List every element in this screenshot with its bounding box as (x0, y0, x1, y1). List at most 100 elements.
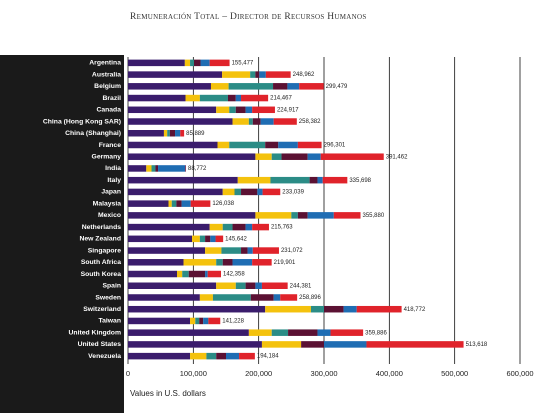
bar-segment (210, 235, 216, 243)
bar-segment (128, 94, 186, 102)
bar-segment (206, 352, 217, 360)
bar-segment (248, 118, 253, 125)
bar-segment (128, 71, 223, 78)
bar-segment (208, 317, 221, 325)
bar-segment (255, 153, 272, 160)
bar-segment (151, 165, 156, 172)
bar-segment (128, 83, 211, 90)
bar-segment (183, 259, 217, 266)
bar-segment (216, 352, 226, 360)
bar-segment (271, 329, 289, 336)
bar-segment (128, 176, 238, 184)
bar-segment (209, 59, 230, 67)
bar-segment (239, 352, 255, 360)
bar-segment (343, 305, 357, 313)
category-label: Taiwan (98, 318, 121, 325)
bar-segment (235, 282, 246, 289)
total-label: 155,477 (232, 60, 254, 66)
bar-segment (128, 188, 223, 196)
bar-segment (128, 106, 217, 114)
category-label: Brazil (102, 95, 121, 102)
bar-segment (128, 235, 193, 243)
total-label: 391,462 (386, 154, 408, 160)
total-label: 248,962 (293, 72, 315, 78)
bar-segment (265, 141, 279, 149)
bar-segment (273, 83, 288, 90)
total-label: 145,642 (225, 236, 247, 242)
bar-segment (309, 176, 318, 184)
bar-segment (333, 212, 361, 219)
bar-segment (163, 130, 168, 137)
bar-segment (259, 71, 266, 78)
bar-segment (128, 212, 256, 219)
bar-segment (222, 188, 235, 196)
total-label: 141,228 (222, 319, 244, 325)
bar-segment (252, 106, 275, 114)
label-panel (0, 55, 124, 413)
bar-segment (247, 247, 253, 254)
bar-segment (128, 329, 249, 336)
bar-segment (128, 165, 147, 172)
bar-segment (232, 259, 253, 266)
total-label: 231,072 (281, 248, 303, 254)
bar-segment (190, 317, 196, 325)
bar-segment (255, 71, 260, 78)
bar-segment (288, 329, 318, 336)
category-label: China (Shanghai) (65, 130, 121, 137)
total-label: 126,038 (212, 201, 234, 207)
category-label: New Zealand (79, 236, 121, 243)
bar-segment (235, 106, 246, 114)
total-label: 194,184 (257, 354, 279, 360)
bar-segment (128, 118, 233, 125)
category-label: Italy (107, 177, 121, 184)
bar-segment (182, 270, 189, 278)
category-label: Spain (102, 283, 121, 290)
bar-segment (188, 270, 206, 278)
bar-segment (176, 200, 182, 207)
bar-segment (262, 188, 281, 196)
category-label: Singapore (88, 247, 121, 254)
total-label: 258,382 (299, 119, 321, 125)
bar-segment (278, 141, 298, 149)
bar-segment (128, 282, 217, 289)
category-label: Argentina (89, 60, 121, 67)
bar-segment (222, 71, 251, 78)
bar-segment (241, 247, 248, 254)
x-tick-label: 300,000 (310, 369, 337, 378)
bar-segment (270, 176, 310, 184)
bar-segment (237, 176, 271, 184)
category-label: Sweden (95, 294, 121, 301)
total-label: 85,889 (186, 131, 205, 137)
bar-segment (324, 305, 344, 313)
category-label: Australia (92, 71, 121, 78)
bar-segment (199, 235, 206, 243)
bar-segment (212, 294, 251, 301)
bar-segment (128, 247, 206, 254)
bar-segment (128, 317, 191, 325)
category-label: Germany (92, 154, 122, 161)
bar-segment (190, 200, 211, 207)
bar-segment (216, 259, 223, 266)
bar-segment (216, 282, 236, 289)
bar-segment (250, 294, 274, 301)
category-label: Venezuela (88, 353, 121, 360)
category-label: Canada (96, 107, 121, 114)
bar-segment (265, 71, 291, 78)
bar-segment (168, 200, 172, 207)
bar-segment (128, 200, 169, 207)
bar-segment (299, 83, 324, 90)
bar-segment (229, 106, 236, 114)
bar-segment (128, 305, 266, 313)
bar-segment (169, 130, 176, 137)
total-label: 359,886 (365, 330, 387, 336)
total-label: 244,381 (290, 283, 312, 289)
bar-segment (252, 223, 269, 231)
bar-segment (146, 165, 152, 172)
bar-segment (200, 59, 210, 67)
bar-segment (227, 94, 236, 102)
bar-segment (216, 106, 230, 114)
bar-segment (215, 235, 224, 243)
bar-segment (324, 341, 367, 348)
bar-segment (199, 294, 213, 301)
